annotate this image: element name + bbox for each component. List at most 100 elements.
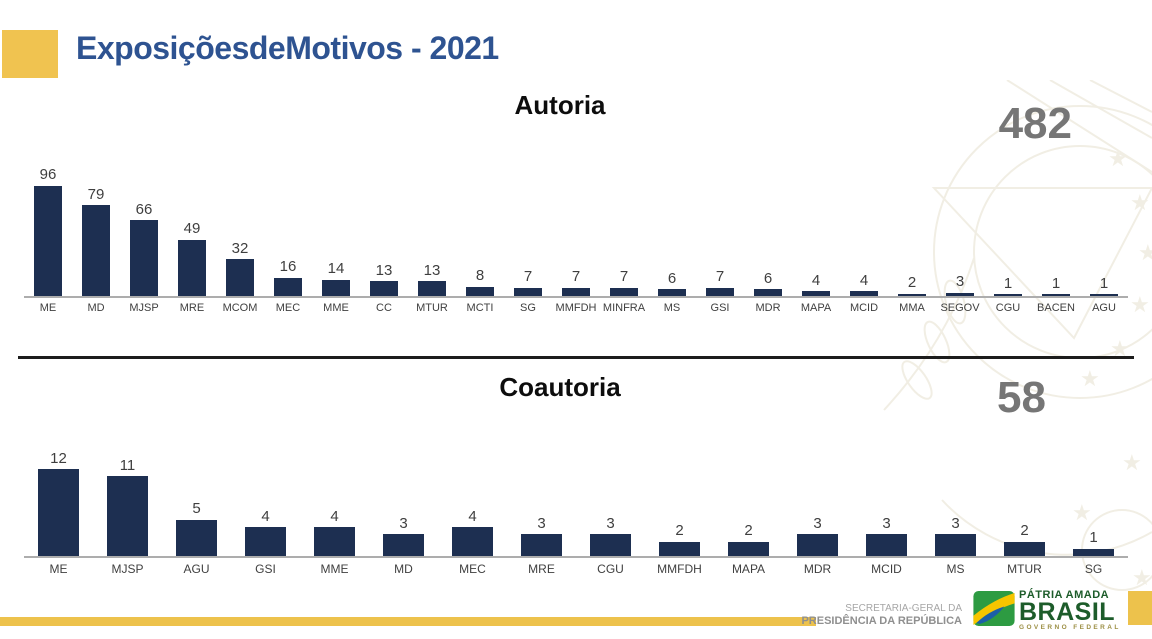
category-label: CGU [597,562,624,576]
chart-title-coautoria: Coautoria [499,372,621,402]
bar-column: 79 [72,153,120,296]
bar [994,294,1022,296]
bar-column: 3 [507,438,576,556]
bar [1073,548,1114,556]
bar-value-label: 3 [813,514,822,532]
footer-org-line1: SECRETARIA-GERAL DA [845,603,962,614]
bar [370,281,398,296]
bar-value-label: 2 [1020,522,1029,539]
bar-value-label: 7 [619,268,629,286]
bar-column: 96 [24,153,72,296]
bar-value-label: 6 [667,269,677,287]
category-label: MCID [871,562,902,576]
bar [797,534,838,556]
bar [176,519,217,556]
bar-value-label: 96 [39,166,57,184]
category-label: ME [39,302,57,314]
bars-row-coautoria: 12 11 5 4 4 3 4 3 3 2 2 3 3 3 2 1 [24,438,1128,558]
bar [706,287,734,296]
category-label: MMA [899,302,925,314]
bar-value-label: 3 [399,514,408,532]
category-label: MRE [528,562,555,576]
bar [521,534,562,556]
bar-value-label: 2 [675,522,684,539]
bar [659,541,700,556]
svg-text:★: ★ [1130,191,1150,216]
bar-column: 1 [1032,153,1080,296]
bar [935,534,976,556]
bar [322,279,350,296]
brand-sub-label: GOVERNO FEDERAL [1019,624,1121,631]
category-label: CGU [995,302,1021,314]
category-label: MRE [179,302,205,314]
bar [418,281,446,296]
category-label: MINFRA [602,302,646,314]
bar-value-label: 32 [231,239,249,257]
bar-value-label: 8 [475,267,485,285]
bar [1090,294,1118,296]
category-label: MDR [755,302,781,314]
category-label: MTUR [1007,562,1042,576]
category-label: MJSP [129,302,159,314]
labels-row-coautoria: ME MJSP AGU GSI MME MD MEC MRE CGU MMFDH MAPA MDR MC… [24,558,1128,576]
bar [728,541,769,556]
bar [107,476,148,556]
category-label: MS [946,562,965,576]
bar-value-label: 49 [183,220,201,238]
bar [850,291,878,296]
bar-column: 7 [504,153,552,296]
bar [562,287,590,296]
bar [514,287,542,296]
bar-column: 5 [162,438,231,556]
bar-value-label: 4 [330,507,339,525]
bar-value-label: 6 [763,269,773,287]
accent-square-bottom-right [1128,591,1152,625]
bar-column: 1 [1059,438,1128,556]
chart-autoria: 96 79 66 49 32 16 14 13 13 8 7 7 7 6 7 6 4 4 2 3 1 1 1 ME MD MJS… [24,153,1128,314]
bar-value-label: 13 [423,261,441,279]
bar-column: 4 [792,153,840,296]
bar-column: 14 [312,153,360,296]
category-label: CC [376,302,392,314]
bar-value-label: 16 [279,258,297,276]
chart-coautoria: 12 11 5 4 4 3 4 3 3 2 2 3 3 3 2 1 ME MJSP AGU GSI MME MD MEC M… [24,438,1128,576]
bar [178,239,206,296]
bar-value-label: 11 [119,456,136,474]
category-label: MAPA [731,562,766,576]
bar-value-label: 4 [859,271,869,289]
bar-column: 3 [369,438,438,556]
bar-column: 32 [216,153,264,296]
bar-column: 2 [888,153,936,296]
bar-value-label: 1 [1099,274,1109,292]
category-label: AGU [183,562,210,576]
bar [590,534,631,556]
bar [658,289,686,296]
category-label: MME [323,302,349,314]
category-label: MTUR [416,302,448,314]
bar-column: 1 [1080,153,1128,296]
category-label: MD [87,302,105,314]
bar [314,527,355,556]
bar-column: 6 [648,153,696,296]
section-divider [18,356,1134,359]
bar [1042,294,1070,296]
bar-value-label: 12 [50,449,67,467]
labels-row-autoria: ME MD MJSP MRE MCOM MEC MME CC MTUR MCTI SG MMFDH MI… [24,298,1128,314]
bar-value-label: 7 [715,268,725,286]
bar-value-label: 3 [537,514,546,532]
svg-text:★: ★ [1132,566,1152,591]
bar-column: 2 [990,438,1059,556]
bar-column: 3 [921,438,990,556]
bar-value-label: 5 [192,500,201,518]
bar [898,293,926,296]
footer-accent-bar [0,617,816,626]
category-label: MCTI [466,302,494,314]
category-label: MEC [459,562,486,576]
bar [38,469,79,556]
bar-column: 7 [600,153,648,296]
category-label: ME [49,562,68,576]
chart-total-autoria: 482 [998,99,1072,148]
bar-value-label: 3 [882,514,891,532]
bar-value-label: 2 [907,274,917,292]
